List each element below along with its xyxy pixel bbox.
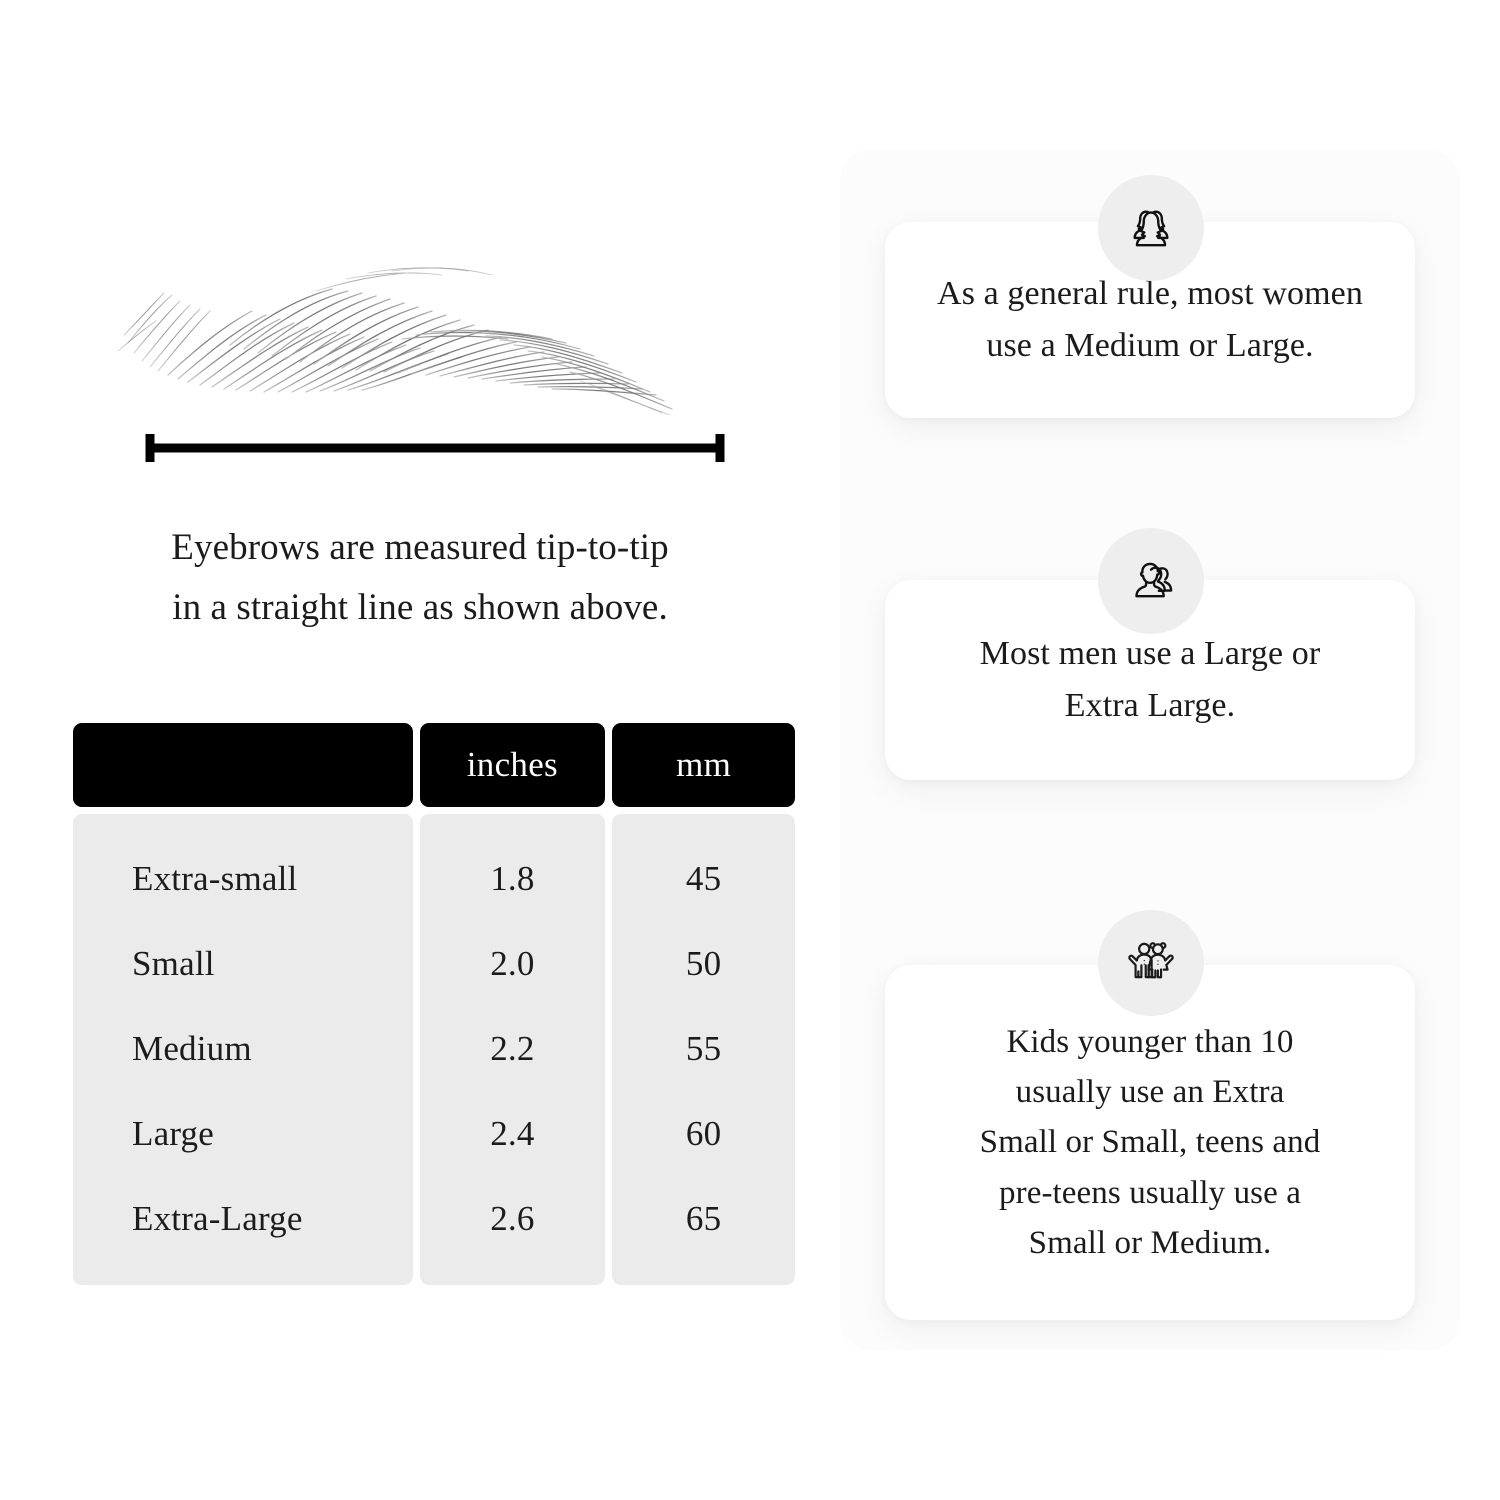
tip-line-2: usually use an Extra: [1015, 1074, 1285, 1111]
tip-line-4: pre-teens usually use a: [999, 1174, 1301, 1211]
tip-line-1: Kids younger than 10: [1006, 1024, 1294, 1061]
table-row: 2.4: [490, 1113, 535, 1153]
measurement-caption: Eyebrows are measured tip-to-tip in a st…: [70, 518, 770, 638]
tip-line-1: Most men use a Large or: [979, 634, 1321, 672]
caption-line-2: in a straight line as shown above.: [172, 586, 668, 628]
table-column-mm: 45 50 55 60 65: [612, 814, 795, 1285]
table-row: 1.8: [490, 858, 535, 898]
table-column-size: Extra-small Small Medium Large Extra-Lar…: [73, 814, 413, 1285]
men-group-icon: [1098, 528, 1204, 634]
table-row: 50: [685, 943, 722, 983]
eyebrow-illustration: [110, 235, 750, 415]
table-row: Small: [132, 943, 215, 983]
table-row: 55: [685, 1028, 722, 1068]
table-row: 65: [685, 1198, 722, 1238]
table-row: 2.2: [490, 1028, 535, 1068]
tip-to-tip-measurement-bar: [140, 425, 730, 471]
table-row: Medium: [132, 1028, 252, 1068]
caption-line-1: Eyebrows are measured tip-to-tip: [171, 527, 669, 568]
tip-card-kids: Kids younger than 10 usually use an Extr…: [885, 965, 1415, 1320]
table-header-mm: mm: [612, 723, 795, 807]
tip-line-2: use a Medium or Large.: [986, 327, 1314, 364]
tip-card-kids-text: Kids younger than 10 usually use an Extr…: [980, 1017, 1321, 1268]
tip-card-women: As a general rule, most women use a Medi…: [885, 222, 1415, 418]
table-header-size: [73, 723, 413, 807]
tip-line-5: Small or Medium.: [1028, 1224, 1272, 1261]
table-body: Extra-small Small Medium Large Extra-Lar…: [73, 814, 795, 1285]
table-column-inches: 1.8 2.0 2.2 2.4 2.6: [419, 814, 606, 1285]
tips-column: As a general rule, most women use a Medi…: [840, 0, 1500, 1500]
tip-line-1: As a general rule, most women: [937, 274, 1363, 312]
left-column: Eyebrows are measured tip-to-tip in a st…: [70, 235, 795, 1285]
tip-line-2: Extra Large.: [1064, 687, 1236, 724]
tip-card-men-text: Most men use a Large or Extra Large.: [980, 628, 1321, 732]
table-header-row: inches mm: [73, 723, 795, 807]
size-table: inches mm Extra-small Small Medium Large…: [73, 723, 795, 1285]
table-row: Extra-small: [132, 858, 298, 898]
women-group-icon: [1098, 175, 1204, 281]
table-row: 2.0: [490, 943, 535, 983]
tip-line-3: Small or Small, teens and: [979, 1124, 1321, 1161]
table-row: Large: [132, 1113, 214, 1153]
table-row: 60: [685, 1113, 722, 1153]
kids-icon: [1098, 910, 1204, 1016]
tip-card-women-text: As a general rule, most women use a Medi…: [937, 268, 1363, 372]
table-row: Extra-Large: [132, 1198, 303, 1238]
table-row: 2.6: [490, 1198, 535, 1238]
table-row: 45: [685, 858, 722, 898]
table-header-inches: inches: [419, 723, 606, 807]
